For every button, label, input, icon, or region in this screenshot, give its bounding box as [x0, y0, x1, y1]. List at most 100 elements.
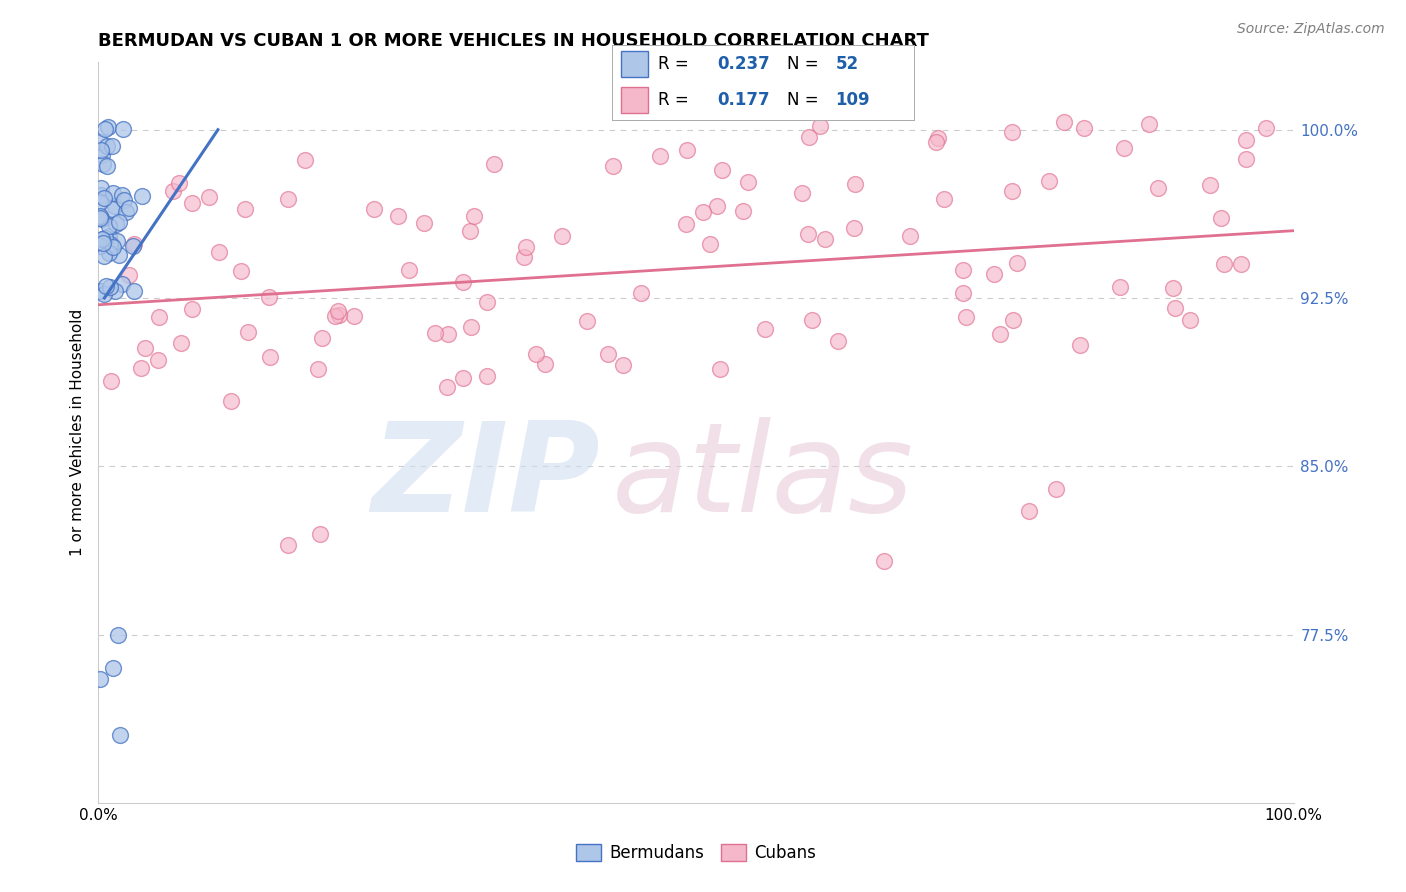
Point [311, 331, 333, 345]
Point [1038, 174, 1060, 188]
Point [927, 131, 949, 145]
Point [873, 553, 896, 567]
Point [170, 335, 193, 350]
Text: atlas: atlas [613, 417, 914, 538]
Point [1073, 120, 1095, 135]
Point [98, 280, 121, 294]
Point [925, 135, 948, 149]
Point [460, 320, 482, 334]
Point [1069, 338, 1091, 352]
Bar [620, 87, 648, 112]
Point [98, 245, 121, 260]
Point [988, 326, 1011, 341]
Text: BERMUDAN VS CUBAN 1 OR MORE VEHICLES IN HOUSEHOLD CORRELATION CHART: BERMUDAN VS CUBAN 1 OR MORE VEHICLES IN … [98, 32, 929, 50]
Point [790, 186, 813, 200]
Point [1001, 184, 1024, 198]
Point [551, 228, 574, 243]
Point [101, 238, 124, 252]
Point [1234, 153, 1257, 167]
Point [675, 217, 697, 231]
Point [955, 310, 977, 324]
Point [108, 729, 131, 743]
Point [328, 309, 350, 323]
Text: R =: R = [658, 91, 689, 109]
Point [1212, 257, 1234, 271]
Point [208, 245, 231, 260]
Point [844, 177, 866, 191]
Point [423, 326, 446, 341]
Point [97, 120, 120, 135]
Point [89, 673, 111, 687]
Text: N =: N = [787, 55, 818, 73]
Point [93, 249, 115, 263]
Point [1053, 115, 1076, 129]
Point [932, 192, 955, 206]
Point [1109, 280, 1132, 294]
Point [294, 153, 316, 167]
Point [93, 122, 115, 136]
Point [363, 202, 385, 216]
Point [94, 279, 117, 293]
Point [898, 228, 921, 243]
Point [1178, 313, 1201, 327]
Point [233, 202, 256, 216]
Point [309, 526, 332, 541]
Point [1164, 301, 1187, 315]
Point [90, 144, 112, 158]
Point [709, 362, 731, 376]
Point [1256, 120, 1278, 135]
Point [307, 362, 329, 376]
Point [229, 263, 252, 277]
Point [94, 231, 117, 245]
Point [534, 357, 557, 371]
Point [451, 371, 474, 385]
Point [104, 199, 127, 213]
Point [97, 229, 120, 244]
Point [117, 268, 139, 283]
Point [259, 350, 281, 364]
Point [162, 184, 184, 198]
Point [477, 369, 499, 384]
Point [737, 175, 759, 189]
Point [706, 199, 728, 213]
Point [524, 346, 547, 360]
Point [91, 212, 114, 227]
Point [952, 263, 974, 277]
Point [808, 119, 831, 133]
Point [1112, 141, 1135, 155]
Point [1002, 312, 1025, 326]
Point [842, 221, 865, 235]
Point [89, 194, 111, 209]
Point [111, 187, 134, 202]
Text: 0.177: 0.177 [717, 91, 770, 109]
Point [93, 235, 115, 250]
Point [398, 263, 420, 277]
Point [513, 251, 536, 265]
Point [692, 204, 714, 219]
Point [797, 129, 820, 144]
Point [100, 202, 122, 217]
Text: 109: 109 [835, 91, 870, 109]
Point [1199, 178, 1222, 193]
Point [463, 209, 485, 223]
Point [96, 159, 118, 173]
Point [107, 215, 129, 229]
Point [115, 205, 138, 219]
Point [89, 211, 111, 225]
Point [650, 149, 672, 163]
Point [983, 268, 1005, 282]
Point [197, 190, 219, 204]
Point [89, 135, 111, 149]
Point [451, 275, 474, 289]
Point [436, 380, 458, 394]
Point [108, 247, 131, 261]
Point [801, 313, 824, 327]
Point [167, 176, 190, 190]
Point [1234, 133, 1257, 147]
Point [328, 304, 350, 318]
Point [323, 310, 346, 324]
Point [733, 204, 755, 219]
Point [1045, 482, 1067, 496]
Point [100, 375, 122, 389]
Point [146, 353, 169, 368]
